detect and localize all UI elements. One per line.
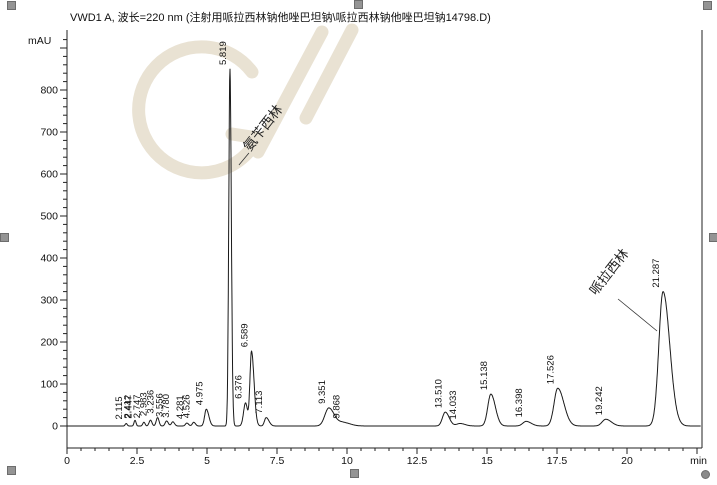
resize-handle-bottom-left[interactable]	[7, 466, 16, 475]
y-tick-label: 700	[40, 127, 58, 139]
peak-label: 9.868	[331, 395, 342, 419]
x-tick-label: 2.5	[130, 455, 145, 467]
peak-label: 2.747	[132, 394, 143, 418]
peak-label: 2.412	[123, 395, 134, 419]
peak-label: 7.113	[254, 391, 265, 414]
resize-handle-mid-right[interactable]	[709, 233, 717, 242]
peak-label: 3.780	[161, 394, 172, 418]
annotation-connector	[238, 152, 250, 166]
peak-label: 6.589	[240, 323, 251, 347]
x-tick-label: 0	[64, 455, 70, 467]
peak-label: 19.242	[594, 386, 605, 415]
peak-label: 2.983	[139, 392, 150, 416]
resize-handle-top-right[interactable]	[703, 1, 712, 10]
y-tick-label: 300	[40, 295, 58, 307]
resize-handle-top-left[interactable]	[7, 1, 16, 10]
x-tick-label: 20	[621, 455, 633, 467]
x-tick-label: 7.5	[270, 455, 285, 467]
y-tick-label: 100	[40, 379, 58, 391]
chromatogram-title: VWD1 A, 波长=220 nm (注射用哌拉西林钠他唑巴坦钠\哌拉西林钠他唑…	[70, 12, 491, 24]
resize-handle-bottom-right[interactable]	[701, 470, 710, 479]
peak-label: 16.398	[514, 388, 525, 417]
peak-label: 15.138	[479, 361, 490, 390]
peak-label: 6.376	[234, 375, 245, 399]
peak-label: 3.236	[146, 390, 157, 414]
resize-handle-mid-left[interactable]	[0, 233, 9, 242]
peak-label: 4.975	[194, 381, 205, 405]
peak-label: 4.281	[175, 395, 186, 419]
watermark-shape	[132, 40, 268, 180]
x-tick-label: 12.5	[407, 455, 428, 467]
y-tick-label: 600	[40, 169, 58, 181]
x-tick-label: 17.5	[547, 455, 568, 467]
peak-label: 3.556	[155, 393, 166, 417]
peak-label: 17.526	[546, 355, 557, 384]
y-tick-label: 0	[52, 421, 58, 433]
peak-label: 5.819	[218, 41, 229, 65]
peak-annotation: 哌拉西林	[586, 245, 632, 298]
peak-label: 2.447	[124, 395, 135, 419]
peak-label: 9.351	[317, 380, 328, 404]
x-tick-label: 15	[481, 455, 493, 467]
peak-label: 13.510	[433, 379, 444, 408]
x-tick-label: 10	[341, 455, 353, 467]
x-axis-unit-label: min	[690, 455, 707, 467]
watermark-shape	[299, 23, 359, 125]
y-tick-label: 200	[40, 337, 58, 349]
peak-label: 2.115	[114, 396, 125, 419]
y-tick-label: 800	[40, 85, 58, 97]
x-tick-label: 5	[204, 455, 210, 467]
peak-label: 21.287	[651, 259, 662, 288]
resize-handle-bottom-center[interactable]	[350, 469, 359, 478]
y-axis-unit-label: mAU	[28, 35, 51, 47]
watermark-shape	[251, 25, 329, 159]
y-tick-label: 400	[40, 253, 58, 265]
annotation-connector	[617, 298, 658, 332]
resize-handle-top-center[interactable]	[354, 0, 363, 9]
y-tick-label: 500	[40, 211, 58, 223]
peak-label: 4.526	[182, 394, 193, 418]
chromatogram-trace	[66, 68, 701, 427]
peak-label: 14.033	[448, 390, 459, 419]
